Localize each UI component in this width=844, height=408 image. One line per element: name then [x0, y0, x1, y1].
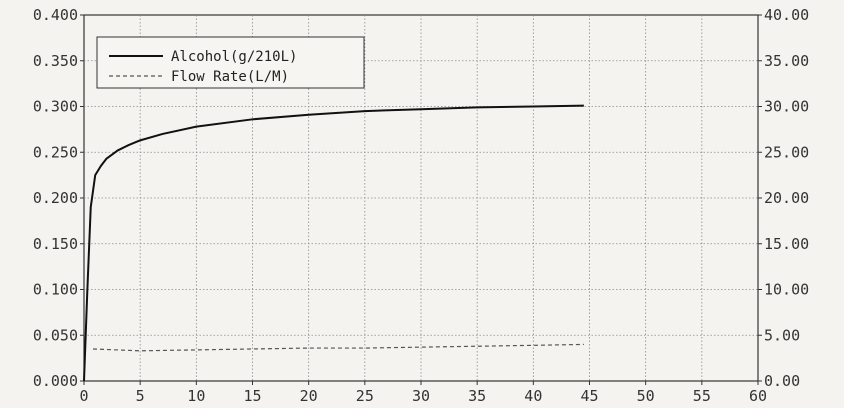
x-tick-label: 40 — [524, 387, 542, 405]
legend-label-flow-rate: Flow Rate(L/M) — [171, 69, 289, 85]
x-tick-label: 45 — [580, 387, 598, 405]
x-axis: 0 5 10 15 20 25 30 35 40 45 50 55 60 — [79, 381, 767, 405]
y-tick-label: 0.200 — [33, 189, 78, 207]
x-tick-label: 50 — [637, 387, 655, 405]
grid — [84, 15, 758, 381]
series-line-alcohol — [83, 104, 584, 382]
y-tick-label: 0.250 — [33, 143, 78, 161]
legend-box — [96, 36, 365, 89]
x-tick-label: 35 — [468, 387, 486, 405]
series-group — [83, 104, 584, 382]
legend: Alcohol(g/210L) Flow Rate(L/M) — [96, 36, 365, 89]
y2-tick-label: 30.00 — [764, 98, 809, 116]
y2-tick-label: 40.00 — [764, 6, 809, 24]
x-tick-label: 25 — [356, 387, 374, 405]
y-tick-label: 0.050 — [33, 326, 78, 344]
x-tick-label: 20 — [300, 387, 318, 405]
y-tick-label: 0.400 — [33, 6, 78, 24]
x-tick-label: 30 — [412, 387, 430, 405]
y-tick-label: 0.100 — [33, 281, 78, 299]
x-tick-label: 5 — [136, 387, 145, 405]
x-tick-label: 15 — [243, 387, 261, 405]
y-axis-right: 0.00 5.00 10.00 15.00 20.00 25.00 30.00 35.00 40… — [758, 6, 809, 390]
y2-tick-label: 20.00 — [764, 189, 809, 207]
y2-tick-label: 5.00 — [764, 326, 800, 344]
y-axis-left: 0.000 0.050 0.100 0.150 0.200 0.250 0.300 0.350… — [33, 6, 84, 390]
x-tick-label: 0 — [79, 387, 88, 405]
y2-tick-label: 0.00 — [764, 372, 800, 390]
y2-tick-label: 35.00 — [764, 52, 809, 70]
y2-tick-label: 25.00 — [764, 143, 809, 161]
y-tick-label: 0.150 — [33, 235, 78, 253]
y2-tick-label: 10.00 — [764, 281, 809, 299]
x-tick-label: 55 — [693, 387, 711, 405]
x-tick-label: 60 — [749, 387, 767, 405]
y2-tick-label: 15.00 — [764, 235, 809, 253]
x-tick-label: 10 — [187, 387, 205, 405]
legend-label-alcohol: Alcohol(g/210L) — [171, 49, 297, 65]
y-tick-label: 0.000 — [33, 372, 78, 390]
y-tick-label: 0.350 — [33, 52, 78, 70]
y-tick-label: 0.300 — [33, 98, 78, 116]
